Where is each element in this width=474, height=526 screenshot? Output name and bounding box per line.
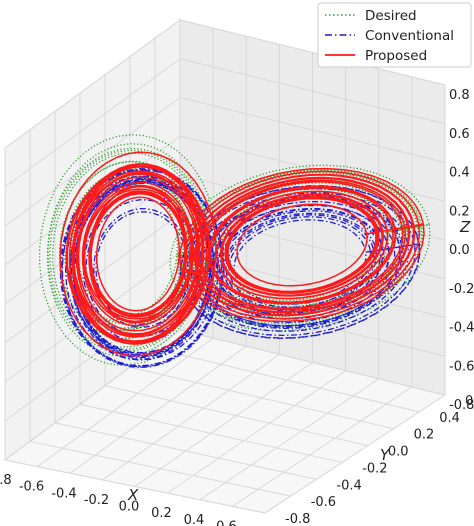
x-tick-label: -0.6 <box>19 480 44 495</box>
y-grid-line <box>154 348 420 413</box>
y-grid-line <box>29 440 291 497</box>
trajectories <box>38 134 431 369</box>
y-grid-line <box>54 422 317 480</box>
y-tick-label: 0.2 <box>414 428 435 443</box>
x-axis-label: X <box>127 486 139 504</box>
y-tick-label: -0.6 <box>311 495 336 510</box>
z-tick-label: 0.0 <box>449 243 470 258</box>
legend: Desired Conventional Proposed <box>317 2 472 68</box>
x-tick-label: -0.2 <box>84 493 109 508</box>
y-tick-label: -0.8 <box>285 512 310 526</box>
z-tick-label: 0.6 <box>449 127 470 142</box>
x-grid-line <box>199 378 380 501</box>
y-grid-line <box>79 403 343 463</box>
x-tick-label: 0.2 <box>151 506 172 521</box>
x-grid-line <box>69 345 247 474</box>
x-tick-label: 0.0 <box>119 500 140 515</box>
y-tick-label: -0.2 <box>362 461 387 476</box>
tick-labels: -0.8-0.6-0.4-0.20.00.20.40.60.8-0.8-0.6-… <box>0 88 474 526</box>
y-axis-label: Y <box>380 446 391 464</box>
z-tick-label: -0.6 <box>449 359 474 374</box>
x-grid-line <box>232 386 413 507</box>
x-grid-line <box>134 362 313 487</box>
z-tick-label: -0.2 <box>449 282 474 297</box>
y-grid-line <box>129 366 394 430</box>
y-grid-line <box>4 459 266 514</box>
z-grid-line <box>179 19 446 86</box>
z-tick-label: 0.2 <box>449 204 470 219</box>
x-grid-line <box>102 353 280 481</box>
legend-label-conventional: Conventional <box>365 28 454 44</box>
legend-box <box>317 2 472 68</box>
y-tick-label: 0.0 <box>388 445 409 460</box>
legend-label-proposed: Proposed <box>365 48 427 64</box>
y-grid-line <box>104 385 368 447</box>
z-grid-line <box>179 329 446 396</box>
x-tick-label: 0.6 <box>216 519 237 526</box>
x-grid-line <box>167 370 346 494</box>
z-tick-label: 0.8 <box>449 88 470 103</box>
z-grid-line <box>179 97 446 163</box>
x-tick-label: 0.4 <box>184 513 205 526</box>
y-tick-label: 0.6 <box>465 394 474 409</box>
z-axis-label: Z <box>459 218 471 236</box>
z-grid-line <box>4 19 181 149</box>
x-tick-label: -0.8 <box>0 473 12 488</box>
y-tick-label: 0.4 <box>439 411 460 426</box>
z-tick-label: 0.4 <box>449 166 470 181</box>
series-conventional-wing-right <box>179 185 421 340</box>
x-grid-line <box>264 394 446 514</box>
z-tick-label: -0.8 <box>449 398 474 413</box>
series-proposed-wing-right <box>179 167 425 323</box>
z-grid-line <box>179 58 446 125</box>
x-tick-label: -0.4 <box>51 486 76 501</box>
x-grid-line <box>37 337 214 468</box>
series-desired-wing-right <box>169 164 431 332</box>
z-grid-line <box>4 58 181 188</box>
y-tick-label: -0.4 <box>336 478 361 493</box>
z-tick-label: -0.4 <box>449 321 474 336</box>
z-grid-line <box>4 97 181 227</box>
legend-label-desired: Desired <box>365 8 417 24</box>
